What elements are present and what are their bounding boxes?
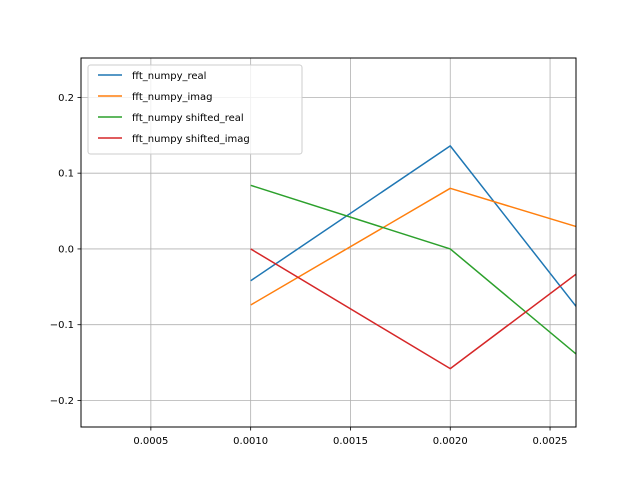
x-tick-label: 0.0010 [233,436,268,447]
series-lines [250,145,576,370]
y-tick-label: −0.2 [50,396,74,407]
y-tick-label: 0.0 [58,244,74,255]
legend-box [87,64,303,155]
y-tick-label: −0.1 [50,320,74,331]
series-line-1 [250,145,576,308]
x-tick-label: 0.0020 [433,436,468,447]
series-line-4 [250,248,576,370]
axis-ticks: 0.0005 0.0010 0.0015 0.0020 0.0025 −0.2 −0.1 0.… [50,93,568,447]
x-tick-label: 0.0005 [133,436,168,447]
legend-label-2: fft_numpy_imag [132,92,213,103]
x-tick-label: 0.0015 [333,436,368,447]
legend-label-3: fft_numpy shifted_real [132,113,244,124]
x-tick-label: 0.0025 [533,436,568,447]
series-line-2 [250,187,576,306]
series-line-3 [250,184,576,355]
grid [81,58,576,427]
legend-label-1: fft_numpy_real [132,71,206,82]
y-tick-label: 0.2 [58,93,74,104]
plot-frame [80,57,577,428]
legend-label-4: fft_numpy shifted_imag [132,134,250,145]
legend: fft_numpy_real fft_numpy_imag fft_numpy sh… [87,64,303,155]
y-tick-label: 0.1 [58,169,74,180]
